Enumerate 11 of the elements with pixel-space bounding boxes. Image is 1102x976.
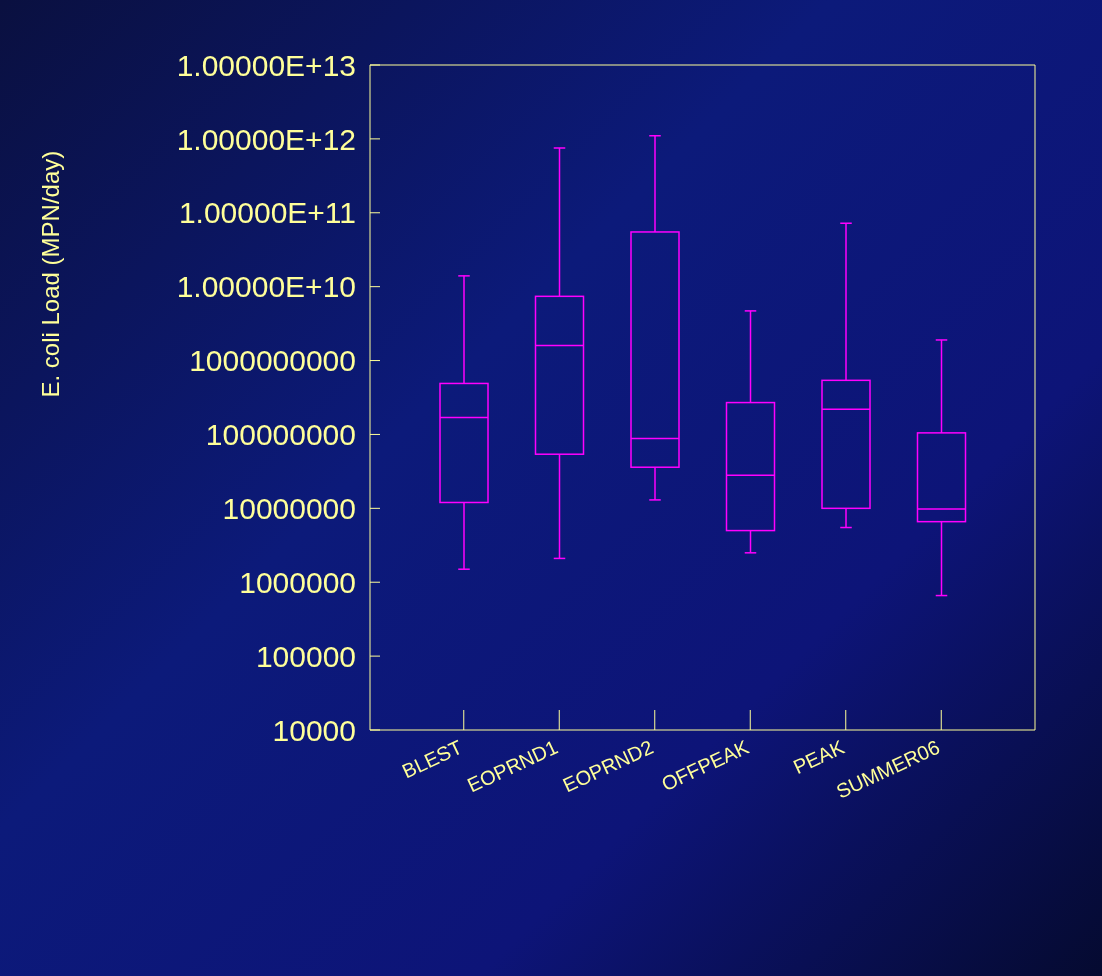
y-axis-title: E. coli Load (MPN/day) (36, 150, 64, 398)
y-tick-label: 1.00000E+11 (178, 196, 356, 230)
y-tick-label: 1.00000E+12 (176, 122, 356, 156)
y-tick-label: 1000000000 (189, 344, 356, 378)
y-tick-label: 100000 (255, 639, 356, 673)
y-tick-label: 1.00000E+13 (176, 48, 356, 82)
y-tick-label: 1000000 (239, 565, 356, 599)
y-tick-label: 100000000 (205, 418, 356, 452)
y-tick-label: 10000000 (222, 491, 356, 525)
y-tick-label: 1.00000E+10 (176, 270, 356, 304)
y-tick-label: 10000 (272, 713, 356, 747)
